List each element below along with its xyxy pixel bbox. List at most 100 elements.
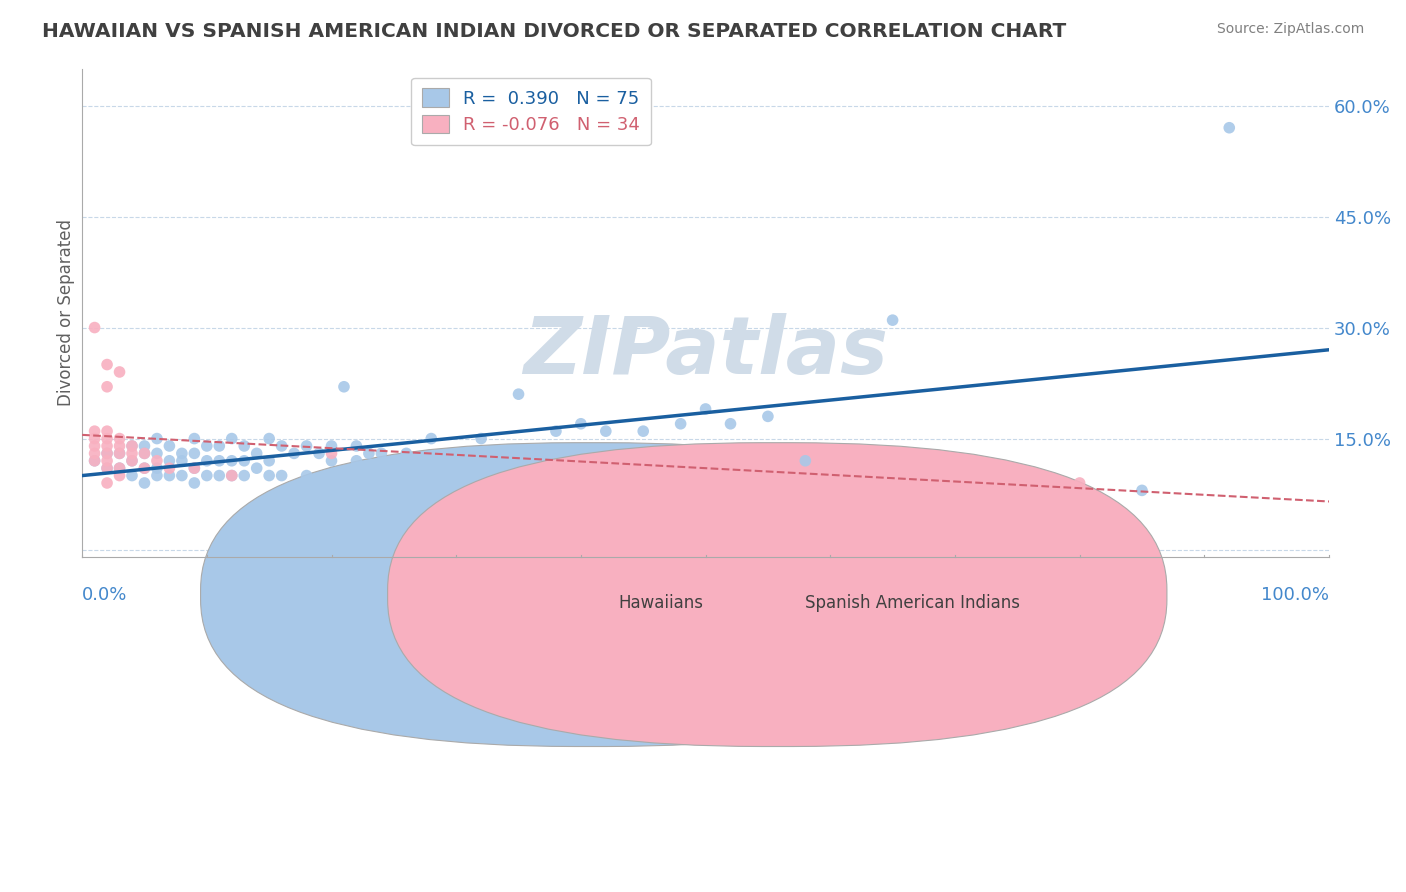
Point xyxy=(1218,120,1240,135)
Point xyxy=(395,446,418,460)
Point xyxy=(157,468,180,483)
Point xyxy=(308,446,330,460)
Point xyxy=(357,446,380,460)
Point xyxy=(83,424,105,438)
Point xyxy=(83,454,105,468)
Point xyxy=(134,475,156,490)
Text: ZIPatlas: ZIPatlas xyxy=(523,313,889,391)
Point xyxy=(444,454,467,468)
Y-axis label: Divorced or Separated: Divorced or Separated xyxy=(58,219,75,406)
Point xyxy=(233,439,256,453)
Point xyxy=(183,446,205,460)
Point xyxy=(544,424,567,438)
Point xyxy=(1069,475,1091,490)
Point xyxy=(508,387,530,401)
Point xyxy=(146,446,169,460)
Point xyxy=(108,446,131,460)
Point xyxy=(208,468,231,483)
Point xyxy=(108,461,131,475)
Point xyxy=(121,454,143,468)
Point xyxy=(96,446,118,460)
FancyBboxPatch shape xyxy=(201,442,980,747)
Point xyxy=(83,432,105,446)
Point xyxy=(121,454,143,468)
Point xyxy=(96,424,118,438)
Point xyxy=(283,446,305,460)
Point xyxy=(134,439,156,453)
Point xyxy=(83,439,105,453)
Point xyxy=(270,468,292,483)
Point xyxy=(108,432,131,446)
Point xyxy=(470,432,492,446)
Point xyxy=(370,446,392,460)
Point xyxy=(333,380,356,394)
Point xyxy=(183,461,205,475)
Point xyxy=(595,424,617,438)
Point xyxy=(96,454,118,468)
Point xyxy=(108,365,131,379)
Point xyxy=(121,446,143,460)
Point xyxy=(83,446,105,460)
Point xyxy=(108,446,131,460)
Point xyxy=(221,432,243,446)
Point xyxy=(170,446,193,460)
Point xyxy=(295,439,318,453)
Point xyxy=(195,439,218,453)
Point xyxy=(183,432,205,446)
Point xyxy=(157,461,180,475)
Point xyxy=(96,461,118,475)
Point xyxy=(96,461,118,475)
Point xyxy=(183,475,205,490)
Point xyxy=(257,432,280,446)
Point xyxy=(121,468,143,483)
Point xyxy=(669,417,692,431)
Point xyxy=(1130,483,1153,498)
Text: 100.0%: 100.0% xyxy=(1261,586,1329,604)
Point xyxy=(720,417,742,431)
Point xyxy=(83,320,105,334)
Text: 0.0%: 0.0% xyxy=(82,586,128,604)
Point xyxy=(794,454,817,468)
Text: Hawaiians: Hawaiians xyxy=(619,593,703,612)
Text: Spanish American Indians: Spanish American Indians xyxy=(806,593,1021,612)
Point xyxy=(246,446,269,460)
Point xyxy=(134,461,156,475)
Point xyxy=(170,454,193,468)
Point xyxy=(408,454,430,468)
Point xyxy=(321,446,343,460)
Point xyxy=(257,468,280,483)
Point xyxy=(195,454,218,468)
Text: Source: ZipAtlas.com: Source: ZipAtlas.com xyxy=(1216,22,1364,37)
Point xyxy=(146,432,169,446)
Point xyxy=(108,439,131,453)
Point xyxy=(756,409,779,424)
Legend: R =  0.390   N = 75, R = -0.076   N = 34: R = 0.390 N = 75, R = -0.076 N = 34 xyxy=(411,78,651,145)
Point xyxy=(146,461,169,475)
Point xyxy=(420,432,443,446)
Point xyxy=(382,454,405,468)
Point xyxy=(208,454,231,468)
Point xyxy=(270,439,292,453)
Point xyxy=(96,446,118,460)
Point xyxy=(195,468,218,483)
Point xyxy=(221,468,243,483)
Point xyxy=(108,461,131,475)
Point xyxy=(83,454,105,468)
Point xyxy=(96,439,118,453)
Point xyxy=(882,313,904,327)
Point xyxy=(233,468,256,483)
Point xyxy=(631,468,654,483)
Point xyxy=(183,461,205,475)
Point xyxy=(121,439,143,453)
Point xyxy=(134,446,156,460)
Point xyxy=(208,439,231,453)
Point xyxy=(221,468,243,483)
Point xyxy=(96,475,118,490)
Point xyxy=(569,417,592,431)
Point xyxy=(295,468,318,483)
Point xyxy=(146,468,169,483)
Point xyxy=(321,454,343,468)
Point xyxy=(134,446,156,460)
Text: HAWAIIAN VS SPANISH AMERICAN INDIAN DIVORCED OR SEPARATED CORRELATION CHART: HAWAIIAN VS SPANISH AMERICAN INDIAN DIVO… xyxy=(42,22,1066,41)
Point xyxy=(321,439,343,453)
